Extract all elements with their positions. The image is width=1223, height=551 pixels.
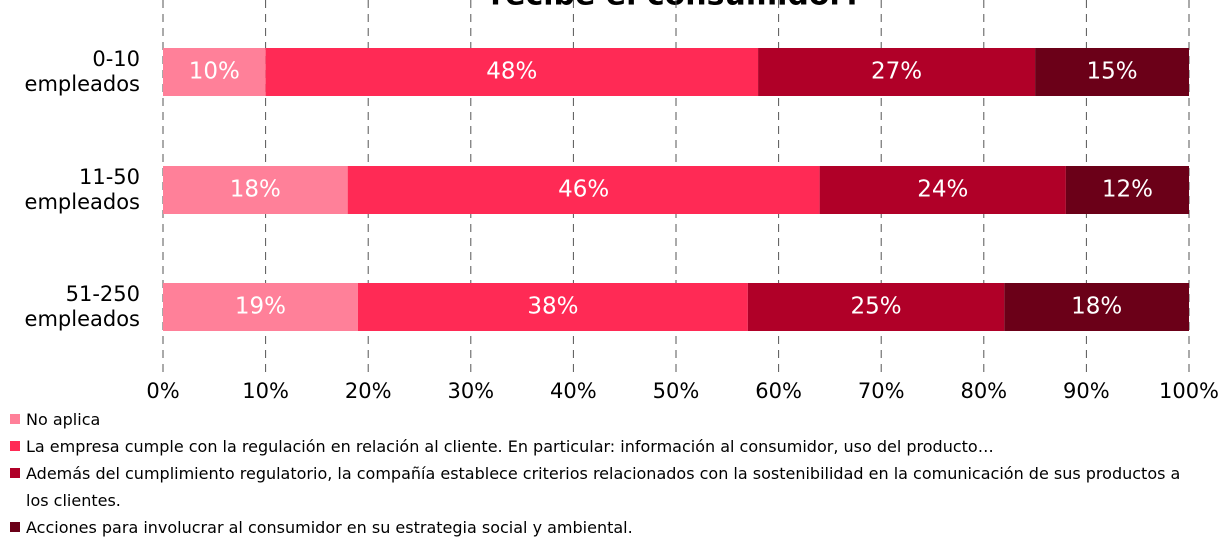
- data-label: 12%: [1102, 177, 1153, 203]
- x-tick-label: 30%: [447, 379, 494, 403]
- bar-segment: [357, 283, 748, 331]
- bar-segment: [1035, 48, 1189, 96]
- data-label: 46%: [558, 177, 609, 203]
- x-tick-label: 20%: [345, 379, 392, 403]
- legend-item: Además del cumplimiento regulatorio, la …: [10, 460, 1190, 514]
- legend-label: Acciones para involucrar al consumidor e…: [26, 518, 633, 537]
- legend-label: Además del cumplimiento regulatorio, la …: [26, 464, 1181, 510]
- bar-segment: [758, 48, 1036, 96]
- data-label: 18%: [230, 177, 281, 203]
- data-label: 38%: [527, 294, 578, 320]
- data-label: 24%: [917, 177, 968, 203]
- x-tick-label: 40%: [550, 379, 597, 403]
- legend-swatch: [10, 414, 20, 424]
- legend: No aplica La empresa cumple con la regula…: [10, 406, 1190, 541]
- bar-segment: [747, 283, 1005, 331]
- legend-swatch: [10, 468, 20, 478]
- legend-label: No aplica: [26, 410, 101, 429]
- data-label: 48%: [486, 59, 537, 85]
- y-tick-label: 51-250 empleados: [18, 282, 140, 331]
- legend-item: Acciones para involucrar al consumidor e…: [10, 514, 1190, 541]
- bar-segment: [347, 166, 820, 214]
- bar-segment: [163, 166, 348, 214]
- x-tick-label: 50%: [653, 379, 700, 403]
- bar-segment: [163, 48, 266, 96]
- x-tick-label: 100%: [1159, 379, 1219, 403]
- bar-segment: [265, 48, 759, 96]
- x-tick-label: 10%: [242, 379, 289, 403]
- data-label: 19%: [235, 294, 286, 320]
- legend-swatch: [10, 522, 20, 532]
- data-label: 10%: [189, 59, 240, 85]
- legend-label: La empresa cumple con la regulación en r…: [26, 437, 994, 456]
- x-tick-label: 80%: [960, 379, 1007, 403]
- data-label: 18%: [1071, 294, 1122, 320]
- legend-item: La empresa cumple con la regulación en r…: [10, 433, 1190, 460]
- data-label: 27%: [871, 59, 922, 85]
- x-tick-label: 60%: [755, 379, 802, 403]
- bar-segment: [1065, 166, 1189, 214]
- x-tick-label: 90%: [1063, 379, 1110, 403]
- x-tick-label: 0%: [146, 379, 179, 403]
- data-label: 25%: [851, 294, 902, 320]
- x-tick-label: 70%: [858, 379, 905, 403]
- bar-segment: [819, 166, 1066, 214]
- y-tick-label: 0-10 empleados: [18, 47, 140, 96]
- chart: recibe el consumidor? 0%10%20%30%40%50%6…: [18, 0, 1219, 403]
- data-label: 15%: [1086, 59, 1137, 85]
- legend-swatch: [10, 441, 20, 451]
- bar-segment: [163, 283, 358, 331]
- bar-segment: [1004, 283, 1189, 331]
- legend-item: No aplica: [10, 406, 1190, 433]
- y-tick-label: 11-50 empleados: [18, 165, 140, 214]
